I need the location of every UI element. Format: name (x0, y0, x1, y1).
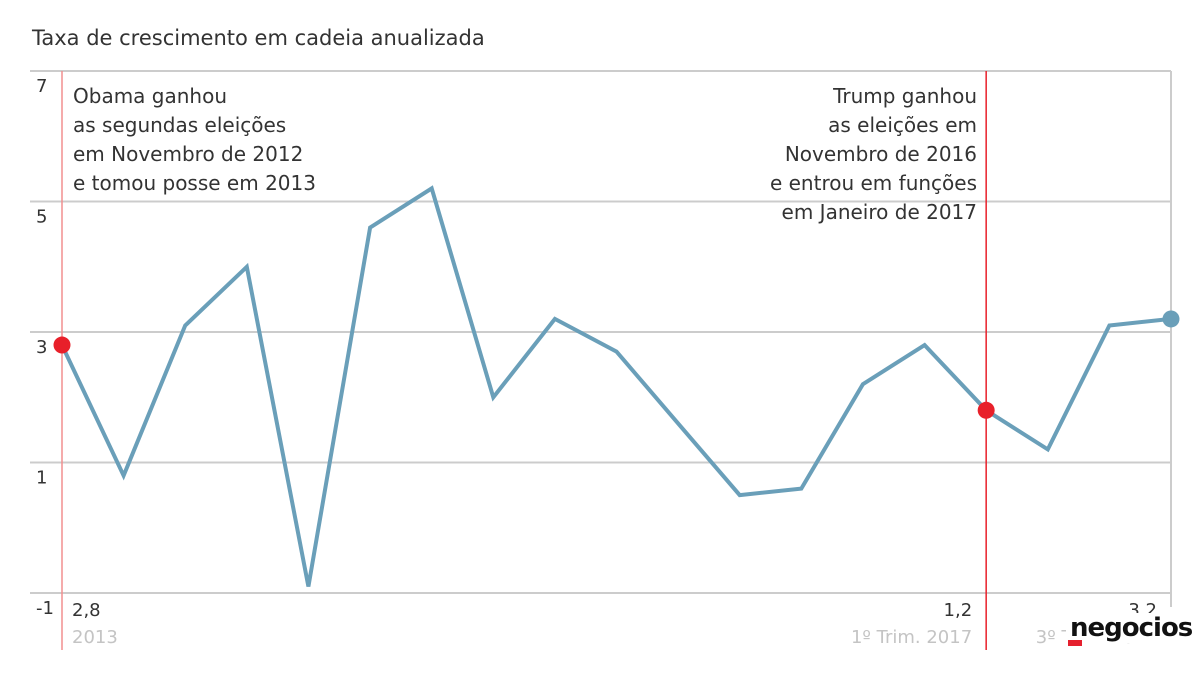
annotation-line: as eleições em (828, 113, 977, 137)
annotation-line: e entrou em funções (769, 171, 977, 195)
y-tick-label: 7 (36, 76, 47, 97)
y-tick-label: 3 (36, 337, 47, 358)
data-point (1162, 310, 1180, 328)
y-tick-label: 1 (36, 468, 47, 489)
chart-title: Taxa de crescimento em cadeia anualizada (32, 26, 485, 50)
annotation-line: em Novembro de 2012 (73, 142, 304, 166)
y-tick-label: -1 (36, 598, 54, 619)
annotation-obama: Obama ganhou as segundas eleições em Nov… (73, 82, 316, 198)
annotation-line: Trump ganhou (833, 84, 977, 108)
x-date-label: 2013 (72, 627, 118, 648)
x-value-label: 2,8 (72, 600, 101, 621)
y-tick-label: 5 (36, 207, 47, 228)
data-point (53, 336, 71, 354)
annotation-line: as segundas eleições (73, 113, 287, 137)
annotation-trump: Trump ganhou as eleições em Novembro de … (770, 82, 977, 227)
series-line (60, 185, 1173, 587)
data-point (977, 401, 995, 419)
logo-accent-bar (1068, 640, 1082, 646)
annotation-line: em Janeiro de 2017 (781, 200, 977, 224)
annotation-line: Obama ganhou (73, 84, 228, 108)
negocios-logo: negocios (1066, 613, 1197, 643)
annotation-line: e tomou posse em 2013 (73, 171, 316, 195)
x-date-label: 1º Trim. 2017 (851, 627, 972, 648)
annotation-line: Novembro de 2016 (784, 142, 977, 166)
x-value-label: 1,2 (944, 600, 973, 621)
